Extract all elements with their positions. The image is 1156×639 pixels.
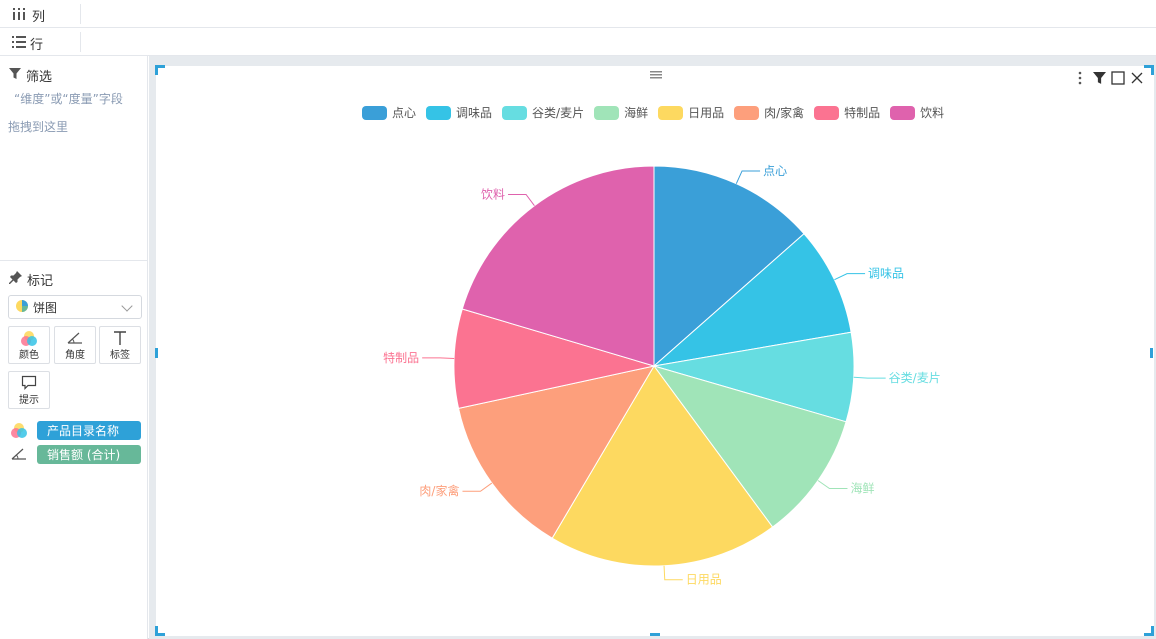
legend-swatch [734,105,760,120]
angle-field-pill[interactable]: 销售额 (合计) [37,445,141,464]
chart-legend: 点心 调味品 谷类/麦片 海鲜 日用品 肉/家禽 特制品 饮料 [362,104,944,121]
legend-item[interactable]: 饮料 [890,104,944,121]
slice-label: 日用品 [686,573,722,587]
columns-label-text: 列 [32,10,46,25]
filter-icon[interactable] [1091,70,1107,86]
legend-swatch [890,105,916,120]
columns-shelf[interactable]: 列 [0,0,1156,28]
slice-label: 肉/家禽 [419,483,459,498]
filter-section-title: 筛选 [9,66,52,85]
slice-label: 海鲜 [850,481,874,496]
pie-slice[interactable] [653,165,805,368]
legend-label: 肉/家禽 [764,106,805,120]
angle-icon [55,330,95,346]
legend-item[interactable]: 谷类/麦片 [502,104,584,121]
legend-item[interactable]: 肉/家禽 [734,104,804,121]
legend-label: 饮料 [920,106,945,120]
slice-label: 饮料 [481,187,505,201]
label-leader-line [462,482,493,492]
marks-title-text: 标记 [27,274,54,289]
legend-item[interactable]: 海鲜 [594,104,648,121]
rows-label-text: 行 [30,38,44,53]
resize-handle-right[interactable] [1150,348,1153,358]
legend-label: 点心 [392,106,417,120]
label-leader-line [834,273,866,281]
resize-corner[interactable] [155,626,165,636]
legend-item[interactable]: 特制品 [814,104,880,121]
legend-label: 日用品 [688,106,725,120]
resize-corner[interactable] [1144,65,1154,75]
legend-item[interactable]: 日用品 [658,104,724,121]
resize-corner[interactable] [1144,626,1154,636]
color-dots-icon [10,422,28,443]
marks-section-title: 标记 [9,270,53,289]
columns-icon [12,7,28,24]
filter-title-text: 筛选 [26,70,53,85]
label-tile[interactable]: 标签 [99,326,141,364]
angle-tile[interactable]: 角度 [54,326,96,364]
text-t-icon [100,330,140,346]
slice-label: 特制品 [383,350,419,365]
legend-swatch [502,105,528,120]
color-field-pill[interactable]: 产品目录名称 [37,421,141,440]
rows-shelf-label: 行 [12,34,43,53]
legend-item[interactable]: 点心 [362,104,416,121]
legend-swatch [658,105,684,120]
pie-slice[interactable] [551,365,774,567]
drag-handle-icon[interactable] [650,68,662,79]
maximize-icon[interactable] [1110,70,1126,86]
label-leader-line [422,357,455,359]
color-dots-icon [9,330,49,348]
color-tile[interactable]: 颜色 [8,326,50,364]
label-leader-line [508,193,535,206]
angle-icon [10,446,28,465]
legend-swatch [594,105,620,120]
tooltip-tile-label: 提示 [19,395,39,406]
chart-type-value: 饼图 [33,300,58,315]
label-leader-line [663,565,683,581]
pie-slice[interactable] [461,165,655,367]
filter-drop-hint[interactable]: “维度”或“度量”字段 [14,92,123,106]
filter-drop-hint-2[interactable]: 拖拽到这里 [8,120,69,134]
tooltip-bubble-icon [9,375,49,391]
rows-shelf[interactable]: 行 [0,28,1156,56]
rows-icon [12,35,26,52]
resize-corner[interactable] [155,65,165,75]
slice-label: 点心 [763,164,787,178]
more-options-icon[interactable] [1072,70,1088,86]
color-tile-label: 颜色 [19,350,39,361]
pin-icon [9,271,22,288]
label-leader-line [735,170,761,184]
legend-label: 特制品 [844,106,881,120]
legend-swatch [426,105,452,120]
pie-slice[interactable] [457,365,656,539]
slice-label: 调味品 [868,267,904,281]
legend-label: 调味品 [456,106,493,120]
columns-shelf-label: 列 [12,6,45,25]
pie-chart-icon [15,299,29,316]
resize-handle-left[interactable] [155,348,158,358]
label-tile-label: 标签 [110,350,130,361]
legend-item[interactable]: 调味品 [426,104,492,121]
divider [0,260,148,261]
close-icon[interactable] [1129,70,1145,86]
legend-swatch [362,105,387,120]
label-leader-line [853,376,886,379]
side-panel: 筛选 “维度”或“度量”字段 拖拽到这里 标记 饼图 颜色 角度 标签 [0,56,148,639]
label-leader-line [817,480,848,490]
pie-slice[interactable] [453,308,655,409]
slice-label: 谷类/麦片 [889,371,941,385]
resize-handle-bottom[interactable] [650,633,660,636]
legend-label: 谷类/麦片 [532,106,585,120]
filter-icon [9,67,21,84]
legend-label: 海鲜 [624,106,649,120]
tooltip-tile[interactable]: 提示 [8,371,50,409]
chart-type-select[interactable]: 饼图 [8,295,142,319]
angle-tile-label: 角度 [65,350,85,361]
legend-swatch [814,105,840,120]
pie-slice[interactable] [652,233,852,367]
